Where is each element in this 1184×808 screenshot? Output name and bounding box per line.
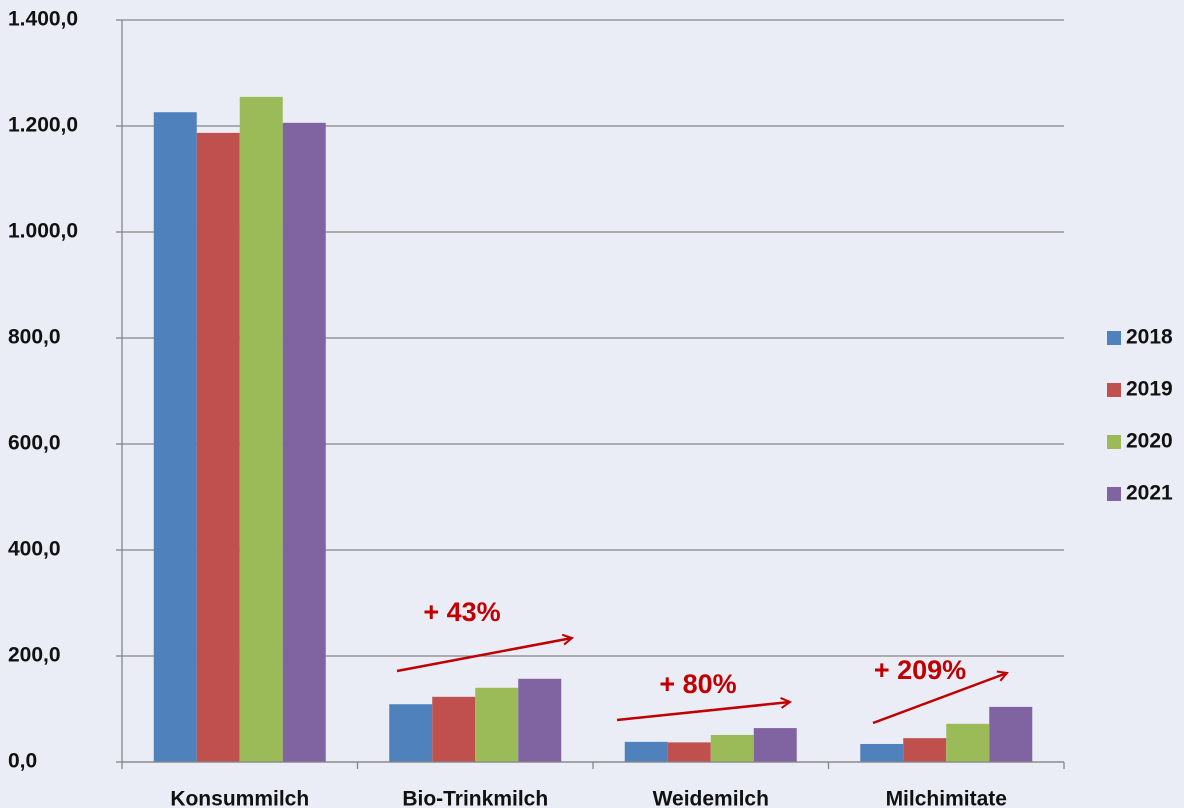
annotation: + 43% bbox=[423, 597, 500, 627]
bar bbox=[282, 122, 326, 762]
bar bbox=[860, 743, 904, 762]
y-tick-label: 1.000,0 bbox=[8, 220, 78, 243]
x-tick-label: Weidemilch bbox=[653, 788, 769, 808]
legend-swatch bbox=[1107, 331, 1121, 345]
annotation-arrow bbox=[616, 702, 790, 722]
bar bbox=[518, 678, 562, 762]
bar bbox=[946, 723, 990, 762]
legend-swatch bbox=[1107, 487, 1121, 501]
bar bbox=[432, 696, 476, 762]
legend-label: 2019 bbox=[1126, 378, 1173, 401]
x-tick-label: Milchimitate bbox=[886, 788, 1007, 808]
bar bbox=[475, 687, 519, 762]
bar bbox=[667, 742, 711, 762]
legend-swatch bbox=[1107, 435, 1121, 449]
bar bbox=[624, 741, 668, 762]
bar bbox=[389, 704, 433, 762]
y-tick-label: 600,0 bbox=[8, 432, 61, 455]
legend-swatch bbox=[1107, 383, 1121, 397]
legend-label: 2021 bbox=[1126, 482, 1173, 505]
x-tick-label: Konsummilch bbox=[170, 788, 309, 808]
y-tick-label: 1.200,0 bbox=[8, 114, 78, 137]
annotation: + 80% bbox=[659, 669, 736, 699]
y-tick-label: 400,0 bbox=[8, 538, 61, 561]
y-tick-label: 0,0 bbox=[8, 750, 37, 773]
legend-label: 2020 bbox=[1126, 430, 1173, 453]
bar bbox=[239, 96, 283, 763]
annotation: + 209% bbox=[874, 655, 966, 685]
y-tick-label: 800,0 bbox=[8, 326, 61, 349]
legend-label: 2018 bbox=[1126, 326, 1173, 349]
y-tick-label: 200,0 bbox=[8, 644, 61, 667]
x-tick-label: Bio-Trinkmilch bbox=[402, 788, 548, 808]
annotation-arrow bbox=[396, 638, 572, 673]
bar bbox=[196, 132, 240, 762]
y-tick-label: 1.400,0 bbox=[8, 8, 78, 31]
bar bbox=[903, 738, 947, 762]
annotation-arrow bbox=[872, 673, 1007, 725]
bar bbox=[153, 112, 197, 763]
bar bbox=[753, 728, 797, 762]
bar bbox=[989, 706, 1033, 762]
bar bbox=[710, 734, 754, 762]
